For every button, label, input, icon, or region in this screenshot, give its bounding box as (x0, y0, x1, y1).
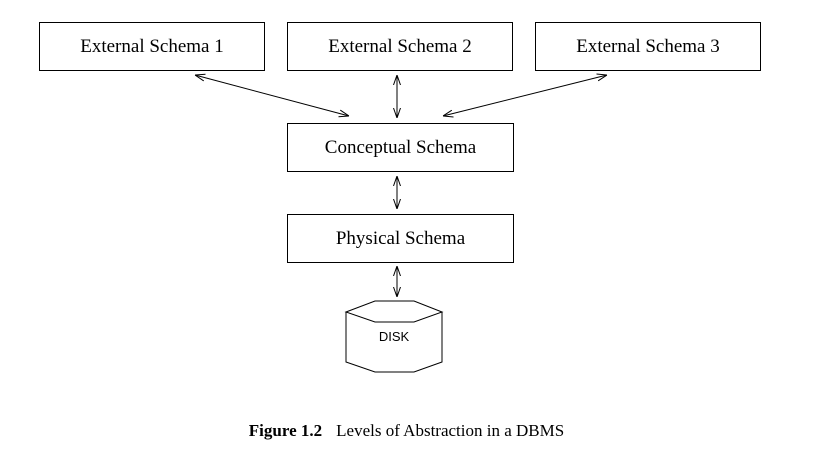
figure-caption: Figure 1.2 Levels of Abstraction in a DBM… (0, 421, 813, 441)
disk-cylinder (344, 300, 444, 373)
figure-number: Figure 1.2 (248, 421, 323, 440)
physical-schema-label: Physical Schema (335, 228, 466, 249)
external-schema-3-label: External Schema 3 (576, 36, 720, 57)
arrow-external3-conceptual (443, 75, 607, 116)
external-schema-1-box: External Schema 1 (39, 22, 265, 71)
physical-schema-box: Physical Schema (287, 214, 514, 263)
external-schema-2-label: External Schema 2 (328, 36, 472, 57)
conceptual-schema-label: Conceptual Schema (324, 137, 477, 158)
disk-label: DISK (378, 329, 410, 344)
external-schema-3-box: External Schema 3 (535, 22, 761, 71)
conceptual-schema-box: Conceptual Schema (287, 123, 514, 172)
external-schema-2-box: External Schema 2 (287, 22, 513, 71)
figure-caption-text: Levels of Abstraction in a DBMS (336, 421, 565, 440)
external-schema-1-label: External Schema 1 (80, 36, 224, 57)
arrow-external1-conceptual (195, 75, 349, 116)
